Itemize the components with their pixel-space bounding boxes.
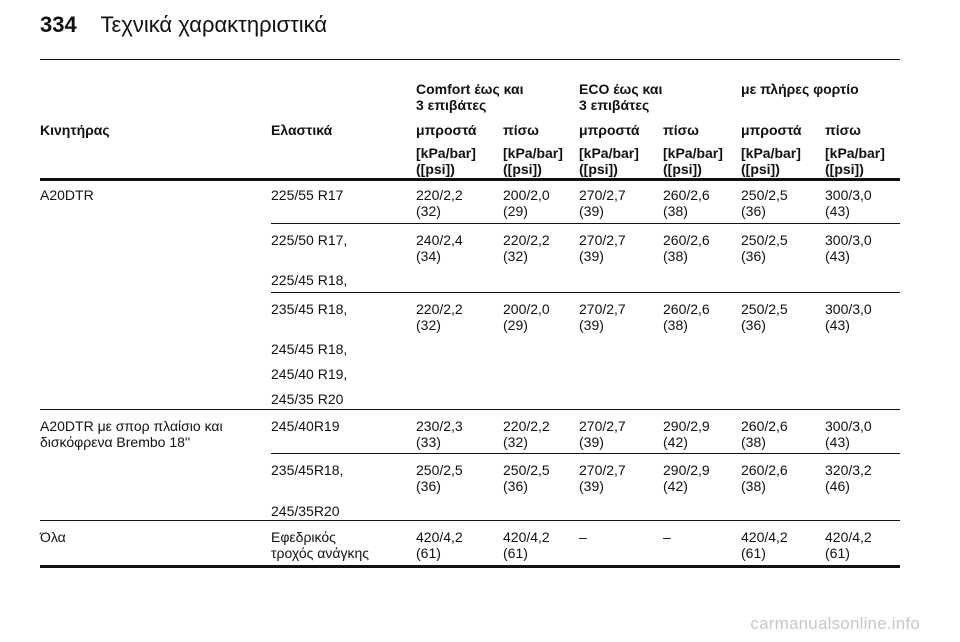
column-header-rear-3: πίσω xyxy=(825,122,862,138)
column-header-front-1: μπροστά xyxy=(416,122,477,138)
row-divider xyxy=(271,453,900,454)
column-header-rear-2: πίσω xyxy=(663,122,700,138)
header-rule xyxy=(40,59,900,60)
pressure-cell: – xyxy=(663,529,671,545)
pressure-cell: 260/2,6 (38) xyxy=(663,301,710,333)
pressure-cell: 270/2,7 (39) xyxy=(579,301,626,333)
pressure-cell: 250/2,5 (36) xyxy=(741,232,788,264)
engine-label: A20DTR xyxy=(40,187,94,203)
unit-kpa-bar: [kPa/bar] xyxy=(663,145,723,161)
pressure-cell: 270/2,7 (39) xyxy=(579,418,626,450)
pressure-cell: 260/2,6 (38) xyxy=(663,232,710,264)
column-header-tires: Ελαστικά xyxy=(271,122,333,138)
tire-size: 235/45 R18, xyxy=(271,301,348,317)
pressure-cell: 250/2,5 (36) xyxy=(416,462,463,494)
group-header-comfort-line1: Comfort έως και xyxy=(416,81,524,97)
column-header-rear-1: πίσω xyxy=(503,122,540,138)
engine-label: Όλα xyxy=(40,529,66,545)
unit-header-5: [kPa/bar] ([psi]) xyxy=(741,145,801,177)
pressure-cell: 200/2,0 (29) xyxy=(503,301,550,333)
unit-kpa-bar: [kPa/bar] xyxy=(579,145,639,161)
pressure-cell: 320/3,2 (46) xyxy=(825,462,872,494)
pressure-cell: 300/3,0 (43) xyxy=(825,301,872,333)
pressure-cell: 250/2,5 (36) xyxy=(741,301,788,333)
engine-label: A20DTR με σπορ πλαίσιο και δισκόφρενα Bre… xyxy=(40,418,223,450)
row-divider xyxy=(271,292,900,293)
pressure-cell: 220/2,2 (32) xyxy=(503,418,550,450)
pressure-cell: 420/4,2 (61) xyxy=(503,529,550,561)
pressure-cell: 290/2,9 (42) xyxy=(663,462,710,494)
section-divider xyxy=(40,520,900,521)
pressure-cell: 240/2,4 (34) xyxy=(416,232,463,264)
unit-kpa-bar: [kPa/bar] xyxy=(741,145,801,161)
column-header-front-3: μπροστά xyxy=(741,122,802,138)
tire-size: 235/45R18, xyxy=(271,462,344,478)
pressure-cell: 300/3,0 (43) xyxy=(825,418,872,450)
pressure-cell: – xyxy=(579,529,587,545)
unit-psi: ([psi]) xyxy=(503,161,542,177)
pressure-cell: 260/2,6 (38) xyxy=(741,418,788,450)
pressure-cell: 420/4,2 (61) xyxy=(825,529,872,561)
pressure-cell: 220/2,2 (32) xyxy=(416,187,463,219)
unit-header-1: [kPa/bar] ([psi]) xyxy=(416,145,476,177)
tire-size: 245/40R19 xyxy=(271,418,340,434)
unit-header-6: [kPa/bar] ([psi]) xyxy=(825,145,885,177)
tire-size: 225/55 R17 xyxy=(271,187,344,203)
group-header-full-load: με πλήρες φορτίο xyxy=(741,81,859,97)
unit-psi: ([psi]) xyxy=(579,161,618,177)
pressure-cell: 260/2,6 (38) xyxy=(663,187,710,219)
unit-kpa-bar: [kPa/bar] xyxy=(416,145,476,161)
pressure-cell: 420/4,2 (61) xyxy=(416,529,463,561)
column-header-front-2: μπροστά xyxy=(579,122,640,138)
unit-kpa-bar: [kPa/bar] xyxy=(825,145,885,161)
watermark: carmanualsonline.info xyxy=(750,614,920,633)
tire-size: 245/35 R20 xyxy=(271,391,344,407)
page-number: 334 xyxy=(40,12,77,37)
pressure-cell: 270/2,7 (39) xyxy=(579,187,626,219)
unit-psi: ([psi]) xyxy=(663,161,702,177)
table-header-rule xyxy=(40,178,900,181)
unit-kpa-bar: [kPa/bar] xyxy=(503,145,563,161)
table-bottom-rule xyxy=(40,565,900,568)
pressure-cell: 270/2,7 (39) xyxy=(579,462,626,494)
tire-size: 225/45 R18, xyxy=(271,272,348,288)
unit-header-4: [kPa/bar] ([psi]) xyxy=(663,145,723,177)
pressure-cell: 290/2,9 (42) xyxy=(663,418,710,450)
pressure-cell: 220/2,2 (32) xyxy=(416,301,463,333)
tire-size: 245/40 R19, xyxy=(271,366,348,382)
unit-header-3: [kPa/bar] ([psi]) xyxy=(579,145,639,177)
pressure-cell: 300/3,0 (43) xyxy=(825,232,872,264)
pressure-cell: 260/2,6 (38) xyxy=(741,462,788,494)
section-divider xyxy=(40,409,900,410)
tire-size: 245/35R20 xyxy=(271,503,340,519)
group-header-comfort-line2: 3 επιβάτες xyxy=(416,97,487,113)
column-header-engine: Κινητήρας xyxy=(40,122,110,138)
pressure-cell: 250/2,5 (36) xyxy=(741,187,788,219)
unit-psi: ([psi]) xyxy=(825,161,864,177)
unit-psi: ([psi]) xyxy=(741,161,780,177)
unit-psi: ([psi]) xyxy=(416,161,455,177)
tire-size: 245/45 R18, xyxy=(271,341,348,357)
pressure-cell: 230/2,3 (33) xyxy=(416,418,463,450)
pressure-cell: 250/2,5 (36) xyxy=(503,462,550,494)
pressure-cell: 300/3,0 (43) xyxy=(825,187,872,219)
pressure-cell: 200/2,0 (29) xyxy=(503,187,550,219)
row-divider xyxy=(271,223,900,224)
unit-header-2: [kPa/bar] ([psi]) xyxy=(503,145,563,177)
page-header: 334 Τεχνικά χαρακτηριστικά xyxy=(40,12,327,38)
group-header-eco-line1: ECO έως και xyxy=(579,81,663,97)
pressure-cell: 270/2,7 (39) xyxy=(579,232,626,264)
tire-size: 225/50 R17, xyxy=(271,232,348,248)
pressure-cell: 220/2,2 (32) xyxy=(503,232,550,264)
page-title: Τεχνικά χαρακτηριστικά xyxy=(100,12,328,37)
tire-size: Εφεδρικός τροχός ανάγκης xyxy=(271,529,370,561)
group-header-eco-line2: 3 επιβάτες xyxy=(579,97,650,113)
pressure-cell: 420/4,2 (61) xyxy=(741,529,788,561)
